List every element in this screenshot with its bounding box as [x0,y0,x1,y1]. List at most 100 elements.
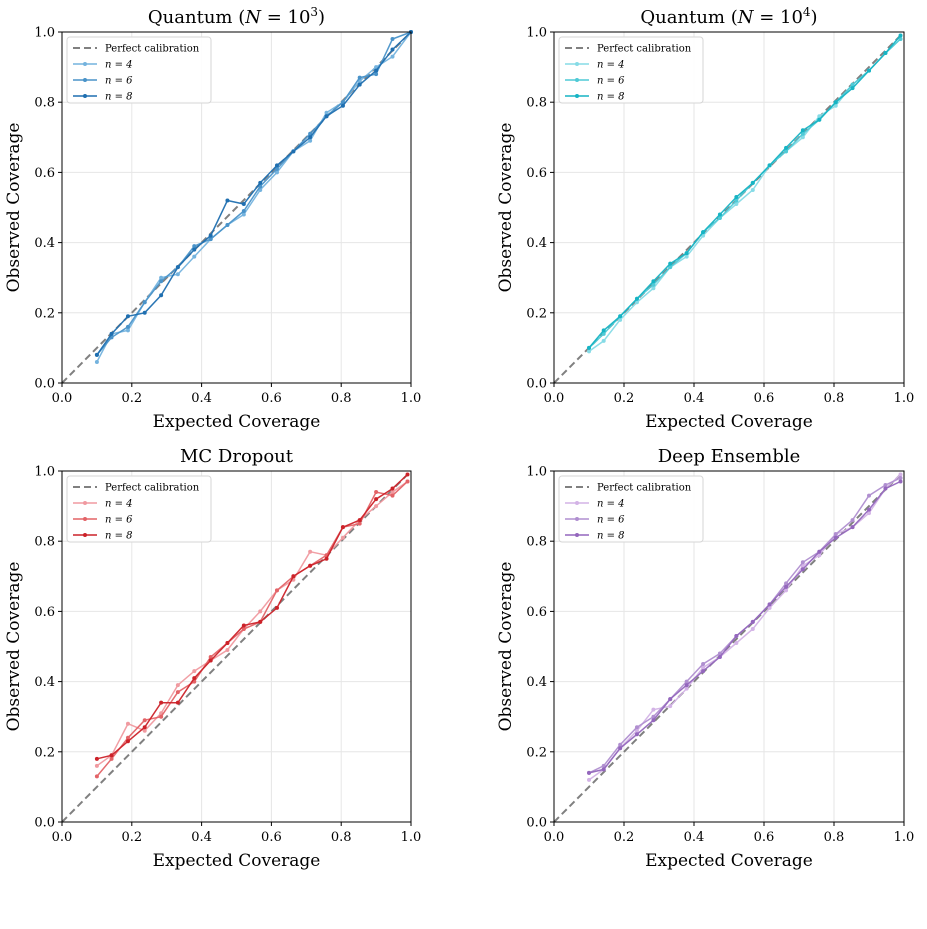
data-point [125,328,130,333]
legend-label: Perfect calibration [597,483,692,494]
legend: Perfect calibration n = 4 n = 6 n = 8 [66,475,212,543]
data-point [717,216,722,221]
data-point [618,317,623,322]
legend-label: n = 6 [105,515,133,526]
data-point [175,272,180,277]
data-point [701,669,706,674]
data-point [800,567,805,572]
data-point [142,300,147,305]
series-line-3 [588,480,901,774]
x-tick-label: 1.0 [894,830,915,845]
y-tick-label: 0.2 [526,306,547,321]
x-tick-label: 0.8 [331,830,352,845]
data-point [109,756,114,761]
y-tick-label: 0.6 [526,166,547,181]
data-point [159,700,164,705]
data-point [684,683,689,688]
y-tick-label: 0.8 [34,96,55,111]
data-point [898,479,903,484]
y-tick-label: 0.2 [526,745,547,760]
chart-title: Quantum (N = 104) [640,5,817,28]
data-point [241,209,246,214]
data-point [192,676,197,681]
legend-box [66,475,212,543]
series-line-3 [588,35,902,349]
data-point [340,525,345,530]
data-point [734,198,739,203]
data-point [125,721,130,726]
legend-swatch-marker [575,62,579,66]
series-line-2 [96,480,409,777]
data-point [651,286,656,291]
x-axis-label: Expected Coverage [645,412,813,432]
legend-swatch-marker [575,501,579,505]
data-point [374,68,379,73]
legend-box [66,36,212,104]
axes-frame [553,31,905,384]
x-tick-label: 0.2 [614,391,635,406]
x-tick-label: 0.8 [824,830,845,845]
calibration-panel: 0.0 0.2 0.4 0.6 0.8 1.0 0.0 0.2 0.4 0.6 0.8 1.0 Expe… [4,446,421,871]
data-point [684,686,689,691]
data-point [601,328,606,333]
y-tick-label: 0.8 [34,535,55,550]
data-point [601,763,606,768]
data-point [867,507,871,512]
data-point [883,51,888,56]
data-point [734,633,739,638]
data-point [651,707,656,712]
calibration-panel: 0.0 0.2 0.4 0.6 0.8 1.0 0.0 0.2 0.4 0.6 0.8 1.0 Expe… [496,5,914,432]
legend-label: n = 8 [105,92,133,103]
data-point [634,725,639,730]
data-point [390,493,395,498]
y-tick-label: 1.0 [526,26,547,41]
legend-swatch-marker [575,94,579,98]
data-point [784,588,789,593]
x-tick-label: 0.0 [544,391,565,406]
y-tick-label: 0.6 [34,166,55,181]
y-tick-label: 0.0 [526,816,547,831]
y-axis-label: Observed Coverage [496,562,516,732]
legend-label: n = 6 [597,76,625,87]
data-point [274,170,279,175]
x-tick-label: 0.2 [614,830,635,845]
data-point [258,180,263,185]
data-point [390,490,395,495]
data-point [867,511,871,516]
data-point [374,72,379,77]
data-point [767,602,772,607]
data-point [618,314,623,319]
data-point [618,746,623,751]
data-point [225,223,230,228]
axes-frame [61,31,412,384]
x-tick-label: 0.8 [331,391,352,406]
legend-swatch-marker [83,517,87,521]
title-variable: N [244,7,262,28]
y-tick-label: 0.2 [34,745,55,760]
legend-label: n = 8 [597,92,625,103]
data-point [142,310,147,315]
chart-title: Quantum (N = 103) [148,5,325,28]
data-point [94,763,99,768]
data-point [734,201,739,206]
data-point [374,504,379,509]
axes-frame [553,470,905,823]
data-point [601,767,606,772]
data-point [717,212,722,217]
data-point [833,103,838,108]
data-point [651,282,656,287]
y-axis-label: Observed Coverage [4,562,24,732]
title-close: ) [811,7,818,28]
data-point [308,549,313,554]
data-point [208,655,213,660]
data-point [374,490,379,495]
data-point [850,86,855,91]
title-main: Quantum ( [148,7,245,28]
data-point [668,697,673,702]
data-point [634,300,639,305]
data-point [750,619,755,624]
data-point [308,563,313,568]
data-point [208,658,213,663]
data-point [618,742,623,747]
data-point [833,100,838,105]
